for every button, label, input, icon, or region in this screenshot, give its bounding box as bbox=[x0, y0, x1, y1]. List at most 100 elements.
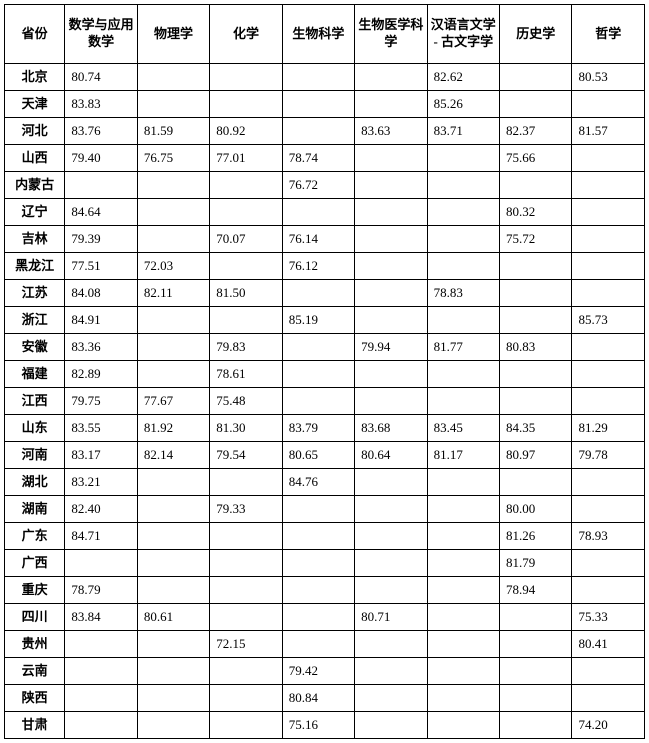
value-cell bbox=[572, 361, 645, 388]
value-cell bbox=[355, 226, 427, 253]
value-cell: 78.79 bbox=[65, 577, 137, 604]
value-cell: 83.83 bbox=[65, 91, 137, 118]
value-cell bbox=[282, 388, 354, 415]
table-row: 广西81.79 bbox=[5, 550, 645, 577]
value-cell bbox=[137, 577, 209, 604]
value-cell: 82.40 bbox=[65, 496, 137, 523]
value-cell bbox=[355, 280, 427, 307]
value-cell bbox=[572, 577, 645, 604]
value-cell bbox=[282, 604, 354, 631]
value-cell: 83.68 bbox=[355, 415, 427, 442]
value-cell bbox=[500, 469, 572, 496]
value-cell: 81.26 bbox=[500, 523, 572, 550]
value-cell: 81.17 bbox=[427, 442, 499, 469]
value-cell: 82.11 bbox=[137, 280, 209, 307]
value-cell bbox=[355, 172, 427, 199]
value-cell bbox=[65, 685, 137, 712]
value-cell bbox=[210, 91, 282, 118]
value-cell bbox=[427, 469, 499, 496]
value-cell bbox=[282, 334, 354, 361]
value-cell: 79.94 bbox=[355, 334, 427, 361]
value-cell bbox=[282, 550, 354, 577]
value-cell: 82.37 bbox=[500, 118, 572, 145]
value-cell bbox=[137, 631, 209, 658]
value-cell bbox=[427, 550, 499, 577]
value-cell: 82.14 bbox=[137, 442, 209, 469]
value-cell bbox=[210, 577, 282, 604]
col-chemistry: 化学 bbox=[210, 5, 282, 64]
value-cell: 81.92 bbox=[137, 415, 209, 442]
value-cell bbox=[355, 523, 427, 550]
value-cell: 75.33 bbox=[572, 604, 645, 631]
province-cell: 贵州 bbox=[5, 631, 65, 658]
value-cell: 81.57 bbox=[572, 118, 645, 145]
table-row: 江西79.7577.6775.48 bbox=[5, 388, 645, 415]
value-cell: 77.01 bbox=[210, 145, 282, 172]
value-cell bbox=[210, 253, 282, 280]
value-cell bbox=[427, 712, 499, 739]
table-row: 山西79.4076.7577.0178.7475.66 bbox=[5, 145, 645, 172]
value-cell: 81.30 bbox=[210, 415, 282, 442]
value-cell bbox=[137, 712, 209, 739]
value-cell bbox=[500, 64, 572, 91]
value-cell bbox=[210, 307, 282, 334]
value-cell bbox=[427, 631, 499, 658]
value-cell: 76.12 bbox=[282, 253, 354, 280]
province-cell: 重庆 bbox=[5, 577, 65, 604]
value-cell bbox=[427, 172, 499, 199]
value-cell bbox=[137, 172, 209, 199]
value-cell bbox=[427, 604, 499, 631]
value-cell: 75.72 bbox=[500, 226, 572, 253]
value-cell bbox=[210, 523, 282, 550]
value-cell bbox=[427, 496, 499, 523]
col-philosophy: 哲学 bbox=[572, 5, 645, 64]
value-cell: 79.33 bbox=[210, 496, 282, 523]
value-cell: 81.77 bbox=[427, 334, 499, 361]
col-history: 历史学 bbox=[500, 5, 572, 64]
value-cell bbox=[500, 388, 572, 415]
value-cell bbox=[572, 91, 645, 118]
value-cell: 80.41 bbox=[572, 631, 645, 658]
value-cell bbox=[500, 307, 572, 334]
value-cell: 77.67 bbox=[137, 388, 209, 415]
value-cell bbox=[427, 253, 499, 280]
table-row: 甘肃75.1674.20 bbox=[5, 712, 645, 739]
value-cell bbox=[210, 685, 282, 712]
province-cell: 湖北 bbox=[5, 469, 65, 496]
table-row: 黑龙江77.5172.0376.12 bbox=[5, 253, 645, 280]
table-row: 北京80.7482.6280.53 bbox=[5, 64, 645, 91]
value-cell: 83.55 bbox=[65, 415, 137, 442]
value-cell: 85.19 bbox=[282, 307, 354, 334]
province-cell: 江苏 bbox=[5, 280, 65, 307]
value-cell: 74.20 bbox=[572, 712, 645, 739]
value-cell: 79.54 bbox=[210, 442, 282, 469]
value-cell bbox=[282, 118, 354, 145]
table-row: 重庆78.7978.94 bbox=[5, 577, 645, 604]
value-cell: 78.61 bbox=[210, 361, 282, 388]
value-cell: 83.45 bbox=[427, 415, 499, 442]
value-cell: 78.83 bbox=[427, 280, 499, 307]
province-cell: 四川 bbox=[5, 604, 65, 631]
value-cell bbox=[427, 658, 499, 685]
value-cell bbox=[355, 577, 427, 604]
value-cell bbox=[282, 280, 354, 307]
value-cell: 79.42 bbox=[282, 658, 354, 685]
table-row: 河南83.1782.1479.5480.6580.6481.1780.9779.… bbox=[5, 442, 645, 469]
value-cell bbox=[500, 685, 572, 712]
value-cell bbox=[210, 550, 282, 577]
value-cell: 79.39 bbox=[65, 226, 137, 253]
table-row: 安徽83.3679.8379.9481.7780.83 bbox=[5, 334, 645, 361]
col-math: 数学与应用数学 bbox=[65, 5, 137, 64]
value-cell: 70.07 bbox=[210, 226, 282, 253]
value-cell: 81.50 bbox=[210, 280, 282, 307]
table-row: 湖北83.2184.76 bbox=[5, 469, 645, 496]
value-cell: 80.00 bbox=[500, 496, 572, 523]
province-cell: 湖南 bbox=[5, 496, 65, 523]
province-cell: 黑龙江 bbox=[5, 253, 65, 280]
value-cell bbox=[572, 280, 645, 307]
value-cell bbox=[355, 307, 427, 334]
value-cell bbox=[137, 91, 209, 118]
value-cell bbox=[210, 658, 282, 685]
table-row: 江苏84.0882.1181.5078.83 bbox=[5, 280, 645, 307]
value-cell: 85.26 bbox=[427, 91, 499, 118]
